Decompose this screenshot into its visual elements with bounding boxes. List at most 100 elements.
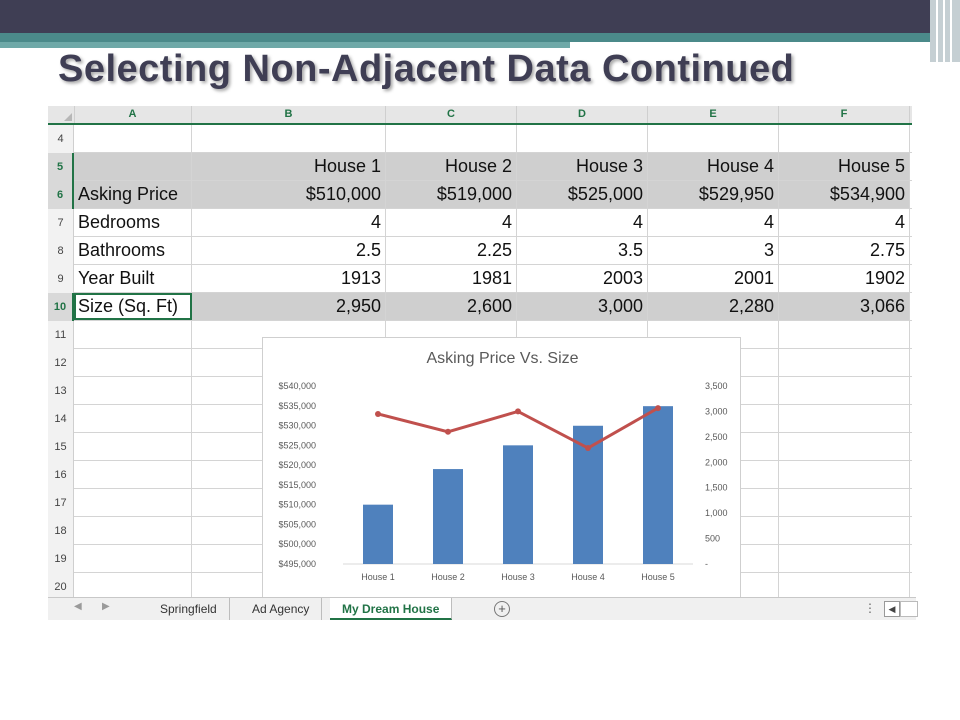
- cell-c4[interactable]: [386, 125, 517, 152]
- row-header[interactable]: 10: [48, 293, 74, 321]
- row-header[interactable]: 4: [48, 125, 74, 153]
- cell-f8[interactable]: 2.75: [779, 237, 910, 264]
- cell-f16[interactable]: [779, 461, 910, 488]
- cell-d8[interactable]: 3.5: [517, 237, 648, 264]
- cell-a13[interactable]: [74, 377, 192, 404]
- cell-f9[interactable]: 1902: [779, 265, 910, 292]
- cell-e8[interactable]: 3: [648, 237, 779, 264]
- plus-circle-icon[interactable]: +: [494, 601, 510, 617]
- cell-d9[interactable]: 2003: [517, 265, 648, 292]
- column-header-a[interactable]: A: [74, 106, 192, 123]
- cell-a11[interactable]: [74, 321, 192, 348]
- cell-e13[interactable]: [648, 377, 779, 404]
- cell-e6[interactable]: $529,950: [648, 181, 779, 208]
- cell-d6[interactable]: $525,000: [517, 181, 648, 208]
- horizontal-scrollbar[interactable]: [900, 601, 918, 617]
- column-header-c[interactable]: C: [386, 106, 517, 123]
- cell-a18[interactable]: [74, 517, 192, 544]
- cell-a20[interactable]: [74, 573, 192, 600]
- cell-a19[interactable]: [74, 545, 192, 572]
- column-header-f[interactable]: F: [779, 106, 910, 123]
- cell-c7[interactable]: 4: [386, 209, 517, 236]
- scroll-tabs-left-icon[interactable]: ◀: [74, 601, 82, 612]
- cell-d7[interactable]: 4: [517, 209, 648, 236]
- cell-e10[interactable]: 2,280: [648, 293, 779, 320]
- row-header[interactable]: 14: [48, 405, 74, 433]
- row-header[interactable]: 19: [48, 545, 74, 573]
- cell-c8[interactable]: 2.25: [386, 237, 517, 264]
- cell-d11[interactable]: [517, 321, 648, 348]
- cell-a5[interactable]: [74, 153, 192, 180]
- cell-f4[interactable]: [779, 125, 910, 152]
- row-header[interactable]: 20: [48, 573, 74, 601]
- cell-b5[interactable]: House 1: [192, 153, 386, 180]
- cell-a17[interactable]: [74, 489, 192, 516]
- row-header[interactable]: 7: [48, 209, 74, 237]
- column-header-d[interactable]: D: [517, 106, 648, 123]
- scroll-tabs-right-icon[interactable]: ▶: [102, 601, 110, 612]
- cell-b6[interactable]: $510,000: [192, 181, 386, 208]
- cell-b10[interactable]: 2,950: [192, 293, 386, 320]
- cell-e15[interactable]: [648, 433, 779, 460]
- cell-f6[interactable]: $534,900: [779, 181, 910, 208]
- combo-chart[interactable]: Asking Price Vs. Size $495,000 $500,000 $5…: [262, 337, 741, 617]
- cell-f12[interactable]: [779, 349, 910, 376]
- cell-f7[interactable]: 4: [779, 209, 910, 236]
- cell-e16[interactable]: [648, 461, 779, 488]
- cell-f5[interactable]: House 5: [779, 153, 910, 180]
- row-header[interactable]: 6: [48, 181, 74, 209]
- cell-c11[interactable]: [386, 321, 517, 348]
- cell-b7[interactable]: 4: [192, 209, 386, 236]
- select-all-corner[interactable]: [48, 106, 75, 123]
- cell-f14[interactable]: [779, 405, 910, 432]
- row-header[interactable]: 16: [48, 461, 74, 489]
- column-header-e[interactable]: E: [648, 106, 779, 123]
- cell-a14[interactable]: [74, 405, 192, 432]
- cell-a6[interactable]: Asking Price: [74, 181, 192, 208]
- cell-a16[interactable]: [74, 461, 192, 488]
- cell-c6[interactable]: $519,000: [386, 181, 517, 208]
- cell-c5[interactable]: House 2: [386, 153, 517, 180]
- row-header[interactable]: 5: [48, 153, 74, 181]
- row-header[interactable]: 13: [48, 377, 74, 405]
- row-header[interactable]: 9: [48, 265, 74, 293]
- cell-d10[interactable]: 3,000: [517, 293, 648, 320]
- row-header[interactable]: 15: [48, 433, 74, 461]
- cell-a8[interactable]: Bathrooms: [74, 237, 192, 264]
- cell-e5[interactable]: House 4: [648, 153, 779, 180]
- cell-e18[interactable]: [648, 517, 779, 544]
- cell-e17[interactable]: [648, 489, 779, 516]
- cell-a12[interactable]: [74, 349, 192, 376]
- cell-f13[interactable]: [779, 377, 910, 404]
- cell-e7[interactable]: 4: [648, 209, 779, 236]
- sheet-tab-my-dream-house[interactable]: My Dream House: [330, 598, 453, 620]
- cell-a15[interactable]: [74, 433, 192, 460]
- row-header[interactable]: 11: [48, 321, 74, 349]
- vertical-ellipsis-icon[interactable]: ⋮: [864, 601, 876, 615]
- row-header[interactable]: 17: [48, 489, 74, 517]
- sheet-tab-springfield[interactable]: Springfield: [148, 598, 230, 620]
- cell-e19[interactable]: [648, 545, 779, 572]
- cell-c10[interactable]: 2,600: [386, 293, 517, 320]
- cell-d4[interactable]: [517, 125, 648, 152]
- sheet-tab-ad-agency[interactable]: Ad Agency: [240, 598, 323, 620]
- cell-a7[interactable]: Bedrooms: [74, 209, 192, 236]
- cell-e11[interactable]: [648, 321, 779, 348]
- column-header-b[interactable]: B: [192, 106, 386, 123]
- row-header[interactable]: 8: [48, 237, 74, 265]
- cell-a4[interactable]: [74, 125, 192, 152]
- row-header[interactable]: 18: [48, 517, 74, 545]
- cell-f17[interactable]: [779, 489, 910, 516]
- cell-e12[interactable]: [648, 349, 779, 376]
- cell-f11[interactable]: [779, 321, 910, 348]
- cell-b9[interactable]: 1913: [192, 265, 386, 292]
- cell-f15[interactable]: [779, 433, 910, 460]
- cell-f20[interactable]: [779, 573, 910, 600]
- horizontal-scroll-left-icon[interactable]: ◀: [884, 601, 900, 617]
- cell-b8[interactable]: 2.5: [192, 237, 386, 264]
- cell-e9[interactable]: 2001: [648, 265, 779, 292]
- cell-e4[interactable]: [648, 125, 779, 152]
- cell-c9[interactable]: 1981: [386, 265, 517, 292]
- cell-f18[interactable]: [779, 517, 910, 544]
- cell-f10[interactable]: 3,066: [779, 293, 910, 320]
